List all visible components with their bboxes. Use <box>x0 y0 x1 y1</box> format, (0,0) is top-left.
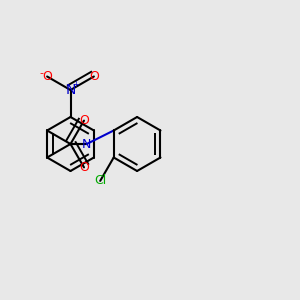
Text: O: O <box>42 70 52 83</box>
Text: Cl: Cl <box>94 174 106 188</box>
Text: N: N <box>65 83 76 97</box>
Text: N: N <box>82 137 92 151</box>
Text: O: O <box>79 114 89 127</box>
Text: O: O <box>79 161 89 174</box>
Text: O: O <box>89 70 99 83</box>
Text: +: + <box>73 80 79 89</box>
Text: -: - <box>40 68 44 79</box>
